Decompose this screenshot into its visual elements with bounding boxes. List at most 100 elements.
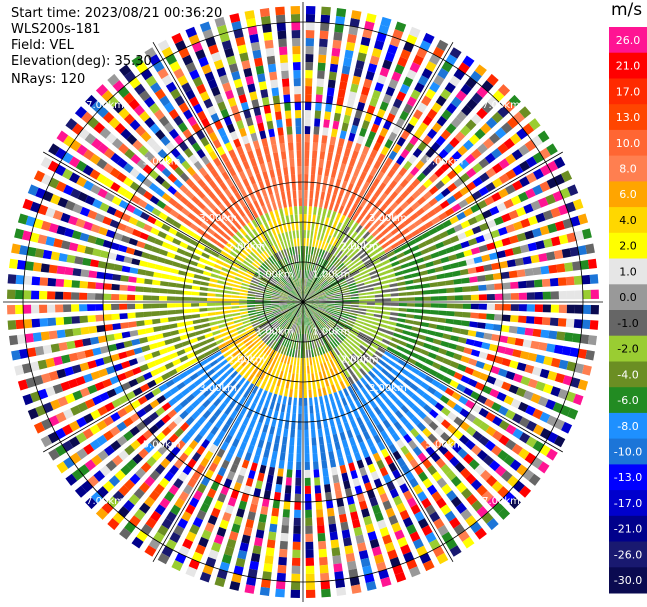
velocity-gate <box>124 225 135 235</box>
velocity-gate <box>331 547 341 557</box>
velocity-gate <box>465 473 477 485</box>
velocity-gate <box>231 295 240 298</box>
velocity-gate <box>307 365 310 374</box>
velocity-gate <box>117 506 130 518</box>
velocity-gate <box>216 526 227 537</box>
velocity-gate <box>196 353 206 361</box>
velocity-gate <box>450 117 462 128</box>
velocity-gate <box>539 181 551 193</box>
velocity-gate <box>332 39 342 49</box>
velocity-gate <box>315 412 321 422</box>
velocity-gate <box>310 271 315 280</box>
velocity-gate <box>457 62 470 74</box>
velocity-gate <box>530 200 541 211</box>
velocity-gate <box>241 347 249 355</box>
velocity-gate <box>192 206 201 216</box>
velocity-gate <box>306 287 311 295</box>
velocity-gate <box>268 128 275 138</box>
velocity-gate <box>216 355 225 363</box>
velocity-gate <box>214 500 224 511</box>
velocity-gate <box>112 101 125 114</box>
velocity-gate <box>356 416 364 426</box>
velocity-gate <box>309 291 316 297</box>
velocity-gate <box>87 235 97 244</box>
velocity-gate <box>256 310 265 314</box>
velocity-gate <box>276 22 286 32</box>
velocity-gate <box>269 136 277 146</box>
velocity-gate <box>417 263 427 270</box>
velocity-gate <box>241 459 250 469</box>
velocity-gate <box>61 354 71 364</box>
velocity-gate <box>322 327 328 335</box>
velocity-gate <box>417 518 429 529</box>
velocity-gate <box>398 308 407 312</box>
velocity-gate <box>412 278 422 284</box>
velocity-gate <box>325 160 332 169</box>
velocity-gate <box>253 200 260 209</box>
velocity-gate <box>72 390 83 401</box>
velocity-gate <box>239 311 249 315</box>
velocity-gate <box>274 435 281 444</box>
velocity-gate <box>242 178 250 188</box>
velocity-gate <box>26 246 37 257</box>
velocity-gate <box>224 376 233 385</box>
velocity-gate <box>287 372 291 381</box>
velocity-gate <box>288 272 293 281</box>
velocity-gate <box>325 435 332 444</box>
velocity-gate <box>227 342 236 350</box>
velocity-gate <box>253 274 262 280</box>
velocity-gate <box>304 309 307 318</box>
velocity-gate <box>411 201 421 211</box>
velocity-gate <box>300 317 302 326</box>
velocity-gate <box>189 96 200 107</box>
velocity-gate <box>320 191 326 201</box>
velocity-gate <box>409 62 421 73</box>
colorbar-tick-label: -26.0 <box>614 548 642 561</box>
velocity-gate <box>295 309 300 317</box>
velocity-gate <box>367 63 378 73</box>
velocity-gate <box>268 220 274 229</box>
velocity-gate <box>449 137 460 148</box>
velocity-gate <box>567 184 579 196</box>
velocity-gate <box>315 311 323 317</box>
velocity-gate <box>427 128 438 139</box>
velocity-gate <box>378 359 387 367</box>
velocity-gate <box>389 488 399 499</box>
velocity-gate <box>308 333 311 342</box>
velocity-gate <box>320 143 327 152</box>
velocity-gate <box>313 272 318 281</box>
velocity-gate <box>124 70 137 83</box>
velocity-gate <box>272 309 281 314</box>
velocity-gate <box>173 415 183 426</box>
velocity-gate <box>181 207 191 217</box>
velocity-gate <box>365 523 375 534</box>
velocity-gate <box>307 288 313 296</box>
velocity-gate <box>207 78 218 90</box>
velocity-gate <box>246 576 257 586</box>
velocity-gate <box>103 148 115 159</box>
velocity-gate <box>298 397 302 406</box>
velocity-gate <box>157 444 168 456</box>
velocity-gate <box>464 228 475 238</box>
velocity-gate <box>206 354 216 362</box>
colorbar-swatch <box>609 207 647 234</box>
velocity-gate <box>193 160 203 171</box>
velocity-gate <box>403 41 415 53</box>
velocity-gate <box>232 234 241 243</box>
velocity-gate <box>272 308 281 312</box>
velocity-gate <box>290 589 300 598</box>
velocity-gate <box>566 304 575 314</box>
velocity-gate <box>335 382 342 392</box>
velocity-gate <box>379 402 388 412</box>
velocity-gate <box>290 292 297 298</box>
velocity-gate <box>241 263 249 270</box>
velocity-gate <box>297 166 302 175</box>
velocity-gate <box>330 282 339 288</box>
velocity-gate <box>470 247 481 255</box>
velocity-gate <box>132 207 143 217</box>
velocity-gate <box>310 299 319 302</box>
velocity-gate <box>271 302 279 304</box>
velocity-gate <box>295 477 302 486</box>
velocity-gate <box>413 284 423 290</box>
velocity-gate <box>263 563 273 573</box>
